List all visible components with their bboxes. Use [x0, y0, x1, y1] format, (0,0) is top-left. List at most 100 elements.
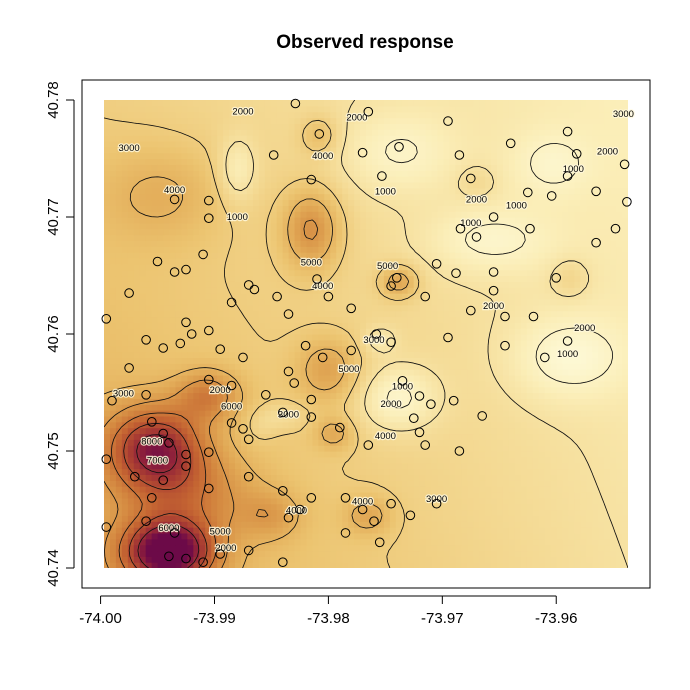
- heatmap-cell: [366, 404, 373, 411]
- heatmap-cell: [395, 468, 403, 475]
- heatmap-cell: [115, 298, 123, 306]
- heatmap-cell: [294, 468, 302, 475]
- heatmap-cell: [532, 357, 540, 364]
- heatmap-cell: [562, 544, 570, 552]
- heatmap-cell: [604, 275, 611, 282]
- heatmap-cell: [449, 380, 456, 388]
- heatmap-cell: [622, 263, 628, 271]
- heatmap-cell: [443, 316, 450, 323]
- heatmap-cell: [270, 515, 278, 522]
- heatmap-cell: [455, 404, 462, 411]
- heatmap-cell: [235, 386, 242, 394]
- heatmap-cell: [473, 351, 480, 358]
- heatmap-cell: [324, 427, 331, 435]
- heatmap-cell: [235, 275, 242, 282]
- heatmap-cell: [479, 427, 486, 435]
- heatmap-cell: [550, 497, 558, 505]
- heatmap-cell: [199, 374, 206, 382]
- heatmap-cell: [217, 521, 224, 528]
- heatmap-cell: [604, 345, 611, 353]
- heatmap-cell: [425, 269, 433, 277]
- heatmap-cell: [514, 386, 522, 394]
- heatmap-cell: [395, 386, 403, 394]
- heatmap-cell: [342, 532, 349, 540]
- heatmap-cell: [348, 298, 355, 306]
- heatmap-cell: [109, 562, 117, 568]
- heatmap-cell: [455, 497, 462, 505]
- heatmap-cell: [538, 503, 546, 511]
- heatmap-cell: [348, 480, 355, 487]
- heatmap-cell: [508, 246, 516, 253]
- heatmap-cell: [324, 257, 331, 265]
- heatmap-cell: [568, 521, 575, 528]
- heatmap-cell: [193, 398, 200, 405]
- heatmap-cell: [121, 275, 129, 282]
- heatmap-cell: [205, 532, 212, 540]
- heatmap-cell: [229, 334, 236, 341]
- heatmap-cell: [592, 550, 599, 557]
- heatmap-cell: [473, 427, 480, 435]
- heatmap-cell: [104, 234, 111, 241]
- heatmap-cell: [246, 462, 254, 470]
- heatmap-cell: [324, 398, 331, 405]
- heatmap-cell: [586, 369, 593, 376]
- heatmap-cell: [324, 404, 331, 411]
- heatmap-cell: [461, 421, 468, 429]
- heatmap-cell: [437, 456, 444, 464]
- heatmap-cell: [467, 509, 474, 516]
- heatmap-cell: [526, 556, 534, 563]
- heatmap-cell: [348, 269, 355, 277]
- heatmap-cell: [258, 351, 266, 358]
- heatmap-cell: [616, 532, 623, 540]
- heatmap-cell: [502, 532, 510, 540]
- heatmap-cell: [598, 374, 605, 382]
- heatmap-cell: [246, 509, 254, 516]
- heatmap-cell: [229, 468, 236, 475]
- heatmap-cell: [282, 392, 290, 399]
- heatmap-cell: [514, 252, 522, 259]
- heatmap-cell: [294, 538, 302, 546]
- heatmap-cell: [437, 532, 444, 540]
- heatmap-cell: [157, 503, 165, 511]
- heatmap-cell: [169, 298, 177, 306]
- heatmap-cell: [139, 357, 147, 364]
- heatmap-cell: [401, 351, 409, 358]
- heatmap-cell: [514, 357, 522, 364]
- heatmap-cell: [544, 468, 552, 475]
- heatmap-cell: [294, 246, 302, 253]
- heatmap-cell: [473, 386, 480, 394]
- heatmap-cell: [360, 328, 367, 335]
- heatmap-cell: [264, 433, 272, 440]
- heatmap-cell: [336, 532, 343, 540]
- heatmap-cell: [282, 398, 290, 405]
- heatmap-cell: [252, 410, 260, 417]
- heatmap-cell: [407, 527, 415, 534]
- heatmap-cell: [324, 474, 331, 481]
- heatmap-cell: [264, 451, 272, 458]
- heatmap-cell: [622, 316, 628, 323]
- heatmap-cell: [294, 480, 302, 487]
- heatmap-cell: [437, 562, 444, 568]
- heatmap-cell: [389, 257, 397, 265]
- heatmap-cell: [526, 532, 534, 540]
- heatmap-cell: [580, 310, 587, 318]
- heatmap-cell: [175, 491, 182, 499]
- heatmap-cell: [342, 293, 349, 300]
- heatmap-cell: [336, 462, 343, 470]
- heatmap-cell: [383, 380, 391, 388]
- heatmap-cell: [264, 474, 272, 481]
- heatmap-cell: [324, 556, 331, 563]
- heatmap-cell: [598, 246, 605, 253]
- heatmap-cell: [127, 497, 135, 505]
- heatmap-cell: [550, 451, 558, 458]
- heatmap-cell: [145, 334, 153, 341]
- heatmap-cell: [395, 263, 403, 271]
- heatmap-cell: [401, 474, 409, 481]
- heatmap-cell: [205, 556, 212, 563]
- heatmap-cell: [413, 456, 421, 464]
- heatmap-cell: [264, 398, 272, 405]
- heatmap-cell: [205, 240, 212, 247]
- heatmap-cell: [175, 334, 182, 341]
- heatmap-cell: [437, 550, 444, 557]
- heatmap-cell: [193, 474, 200, 481]
